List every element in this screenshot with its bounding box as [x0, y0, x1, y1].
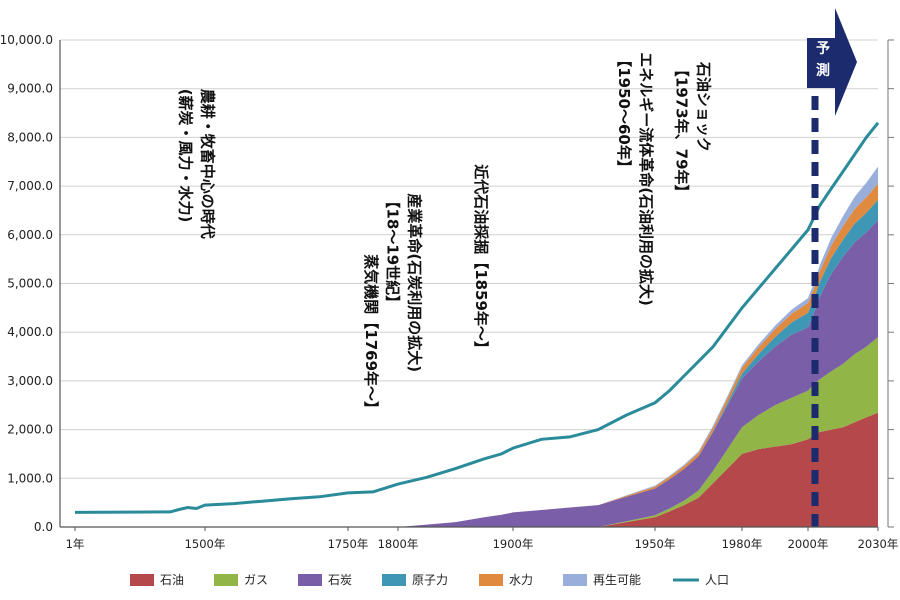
population-line: [74, 121, 880, 514]
y-tick-label: 5,000.0: [7, 277, 53, 291]
legend-swatch-石炭: [298, 574, 322, 586]
x-axis-ticks: 1年 1500年 1750年 1800年 1900年 1950年 1980年 2000年 203…: [66, 527, 899, 551]
legend-swatch-石油: [130, 574, 154, 586]
y-tick-label: 1,000.0: [7, 471, 53, 485]
annotation-text: 農耕・牧畜中心の時代: [198, 89, 216, 239]
forecast-label-char: 予: [816, 41, 830, 57]
legend-swatch-再生可能: [563, 574, 587, 586]
x-tick-label: 1750年: [328, 537, 369, 551]
y-tick-label: 7,000.0: [7, 179, 53, 193]
series-line-人口: [74, 121, 880, 514]
y-tick-label: 3,000.0: [7, 374, 53, 388]
y-tick-label: 2,000.0: [7, 423, 53, 437]
annotation-text: 【1950〜60年】: [615, 52, 633, 175]
forecast-arrow: [807, 8, 857, 116]
annotation-text: 近代石油採掘【1859年〜】: [472, 164, 490, 356]
legend-swatch-水力: [479, 574, 503, 586]
gridlines: [60, 39, 878, 528]
y-tick-label: 9,000.0: [7, 82, 53, 96]
legend-swatch-ガス: [214, 574, 238, 586]
x-tick-label: 1900年: [493, 537, 534, 551]
annotation-text: 産業革命(石炭利用の拡大): [405, 193, 423, 372]
x-tick-label: 2000年: [788, 537, 829, 551]
annotations: 農耕・牧畜中心の時代(薪炭・風力・水力) 蒸気機関【1769年〜】 産業革命(石炭利…: [176, 52, 712, 416]
annotation-text: 蒸気機関【1769年〜】: [362, 254, 380, 416]
annotation-text: エネルギー流体革命(石油利用の拡大): [637, 52, 655, 306]
annotation-text: 【1973年、79年】: [672, 62, 690, 200]
annotation-text: 石油ショック: [694, 61, 712, 152]
legend-label-人口: 人口: [705, 573, 729, 587]
legend-label-石油: 石油: [160, 573, 184, 587]
area-石油: [75, 412, 878, 527]
y-tick-label: 0.0: [34, 520, 53, 534]
legend-swatch-原子力: [382, 574, 406, 586]
legend: 石油 ガス 石炭 原子力 水力 再生可能 人口: [130, 573, 729, 587]
x-tick-label: 1950年: [635, 537, 676, 551]
x-tick-label: 1980年: [722, 537, 763, 551]
legend-label-水力: 水力: [509, 573, 533, 587]
x-tick-label: 1年: [66, 537, 85, 551]
legend-label-ガス: ガス: [244, 573, 268, 587]
stacked-areas: [75, 166, 878, 527]
annotation-text: 【18〜19世紀】: [383, 193, 401, 310]
y-tick-label: 6,000.0: [7, 228, 53, 242]
annotation-text: (薪炭・風力・水力): [176, 89, 194, 223]
y-tick-label: 10,000.0: [0, 33, 53, 47]
forecast-marker: 予測: [807, 8, 857, 527]
legend-label-原子力: 原子力: [412, 573, 448, 587]
y-axis-ticks: 0.0 1,000.0 2,000.0 3,000.0 4,000.0 5,000.0 6,…: [0, 33, 53, 534]
legend-label-再生可能: 再生可能: [593, 573, 641, 587]
x-tick-label: 1800年: [378, 537, 419, 551]
y-tick-label: 4,000.0: [7, 325, 53, 339]
forecast-label-char: 測: [816, 62, 830, 79]
y-tick-label: 8,000.0: [7, 130, 53, 144]
x-tick-label: 2030年: [858, 537, 899, 551]
x-tick-label: 1500年: [185, 537, 226, 551]
legend-label-石炭: 石炭: [328, 573, 352, 587]
